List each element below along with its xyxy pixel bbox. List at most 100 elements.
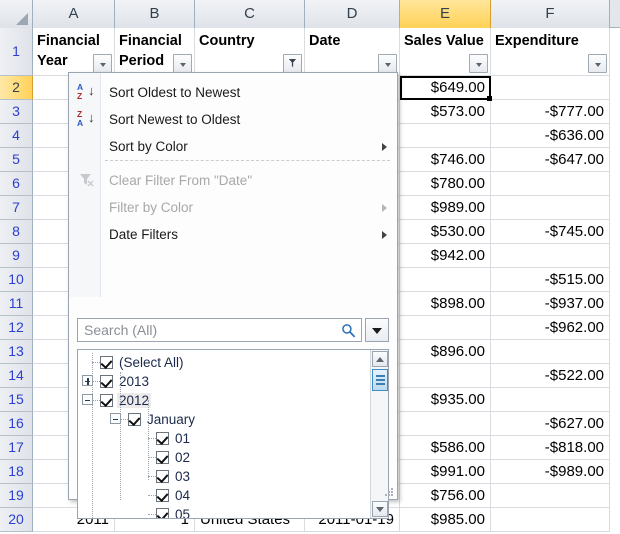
resize-grip[interactable]	[385, 488, 394, 497]
cell-E7[interactable]: $989.00	[400, 196, 491, 220]
checkbox[interactable]	[100, 356, 113, 369]
menu-item-date-filters[interactable]: Date Filters	[69, 221, 399, 248]
filter-tree-item[interactable]: 03	[156, 467, 192, 486]
cell-F9[interactable]	[491, 244, 610, 268]
tree-scrollbar[interactable]	[370, 350, 388, 518]
filter-search-input[interactable]: Search (All)	[84, 322, 158, 338]
menu-item-sort-oldest-to-newest[interactable]: Sort Oldest to Newest	[69, 79, 399, 106]
row-header-18[interactable]: 18	[0, 460, 33, 484]
cell-E15[interactable]: $935.00	[400, 388, 491, 412]
cell-E12[interactable]	[400, 316, 491, 340]
header-cell-e[interactable]: Sales Value	[400, 28, 491, 76]
row-header-9[interactable]: 9	[0, 244, 33, 268]
cell-E11[interactable]: $898.00	[400, 292, 491, 316]
row-header-7[interactable]: 7	[0, 196, 33, 220]
scrollbar-thumb[interactable]	[372, 369, 388, 391]
scroll-up-button[interactable]	[372, 351, 388, 367]
cell-F12[interactable]: -$962.00	[491, 316, 610, 340]
cell-E6[interactable]: $780.00	[400, 172, 491, 196]
row-header-1[interactable]: 1	[0, 28, 33, 76]
cell-E18[interactable]: $991.00	[400, 460, 491, 484]
column-header-a[interactable]: A	[33, 0, 115, 28]
filter-tree-item[interactable]: 2012	[100, 391, 152, 410]
row-header-8[interactable]: 8	[0, 220, 33, 244]
cell-F13[interactable]	[491, 340, 610, 364]
cell-F16[interactable]: -$627.00	[491, 412, 610, 436]
filter-tree-item[interactable]: 02	[156, 448, 192, 467]
cell-F11[interactable]: -$937.00	[491, 292, 610, 316]
column-header-e[interactable]: E	[400, 0, 491, 28]
cell-F20[interactable]	[491, 508, 610, 532]
row-header-5[interactable]: 5	[0, 148, 33, 172]
filter-search-box[interactable]: Search (All)	[77, 318, 362, 342]
filter-tree-item[interactable]: 2013	[100, 372, 151, 391]
row-header-16[interactable]: 16	[0, 412, 33, 436]
filter-button-a[interactable]	[93, 54, 112, 73]
row-header-11[interactable]: 11	[0, 292, 33, 316]
column-header-c[interactable]: C	[195, 0, 305, 28]
cell-F19[interactable]	[491, 484, 610, 508]
filter-button-d[interactable]	[378, 54, 397, 73]
filter-button-b[interactable]	[173, 54, 192, 73]
filter-button-e[interactable]	[469, 54, 488, 73]
menu-item-sort-newest-to-oldest[interactable]: Sort Newest to Oldest	[69, 106, 399, 133]
filter-tree-item[interactable]: (Select All)	[100, 353, 186, 372]
cell-B20[interactable]: 1	[115, 508, 195, 532]
filter-button-c-active[interactable]	[283, 54, 302, 73]
cell-F7[interactable]	[491, 196, 610, 220]
filter-tree-item[interactable]: 01	[156, 429, 192, 448]
cell-E8[interactable]: $530.00	[400, 220, 491, 244]
row-header-4[interactable]: 4	[0, 124, 33, 148]
cell-F18[interactable]: -$989.00	[491, 460, 610, 484]
cell-F8[interactable]: -$745.00	[491, 220, 610, 244]
filter-button-f[interactable]	[588, 54, 607, 73]
search-dropdown-button[interactable]	[365, 318, 389, 342]
select-all-corner[interactable]	[0, 0, 33, 28]
cell-F17[interactable]: -$818.00	[491, 436, 610, 460]
checkbox[interactable]	[128, 413, 141, 426]
cell-E5[interactable]: $746.00	[400, 148, 491, 172]
filter-tree-item[interactable]: 05	[156, 505, 192, 518]
checkbox[interactable]	[156, 489, 169, 502]
row-header-15[interactable]: 15	[0, 388, 33, 412]
row-header-10[interactable]: 10	[0, 268, 33, 292]
cell-E16[interactable]	[400, 412, 491, 436]
row-header-20[interactable]: 20	[0, 508, 33, 532]
row-header-17[interactable]: 17	[0, 436, 33, 460]
cell-E9[interactable]: $942.00	[400, 244, 491, 268]
cell-E20[interactable]: $985.00	[400, 508, 491, 532]
cell-F3[interactable]: -$777.00	[491, 100, 610, 124]
cell-E3[interactable]: $573.00	[400, 100, 491, 124]
cell-E2[interactable]: $649.00	[400, 76, 491, 100]
row-header-3[interactable]: 3	[0, 100, 33, 124]
scroll-down-button[interactable]	[372, 501, 388, 517]
filter-value-tree[interactable]: (Select All) 2013 2012 January 01 02 03 04 05	[77, 349, 389, 519]
cell-E10[interactable]	[400, 268, 491, 292]
checkbox[interactable]	[156, 451, 169, 464]
column-header-b[interactable]: B	[115, 0, 195, 28]
row-header-12[interactable]: 12	[0, 316, 33, 340]
filter-tree-item[interactable]: January	[128, 410, 197, 429]
row-header-13[interactable]: 13	[0, 340, 33, 364]
header-cell-f[interactable]: Expenditure	[491, 28, 610, 76]
cell-E17[interactable]: $586.00	[400, 436, 491, 460]
cell-F5[interactable]: -$647.00	[491, 148, 610, 172]
checkbox[interactable]	[156, 508, 169, 518]
filter-tree-item[interactable]: 04	[156, 486, 192, 505]
cell-F4[interactable]: -$636.00	[491, 124, 610, 148]
cell-E19[interactable]: $756.00	[400, 484, 491, 508]
column-header-d[interactable]: D	[305, 0, 400, 28]
cell-F6[interactable]	[491, 172, 610, 196]
menu-item-sort-by-color[interactable]: Sort by Color	[69, 133, 399, 160]
row-header-14[interactable]: 14	[0, 364, 33, 388]
cell-E4[interactable]	[400, 124, 491, 148]
cell-F14[interactable]: -$522.00	[491, 364, 610, 388]
row-header-19[interactable]: 19	[0, 484, 33, 508]
checkbox[interactable]	[156, 470, 169, 483]
cell-F2[interactable]	[491, 76, 610, 100]
checkbox[interactable]	[156, 432, 169, 445]
row-header-2[interactable]: 2	[0, 76, 33, 100]
checkbox[interactable]	[100, 394, 113, 407]
column-header-f[interactable]: F	[491, 0, 610, 28]
cell-F15[interactable]	[491, 388, 610, 412]
